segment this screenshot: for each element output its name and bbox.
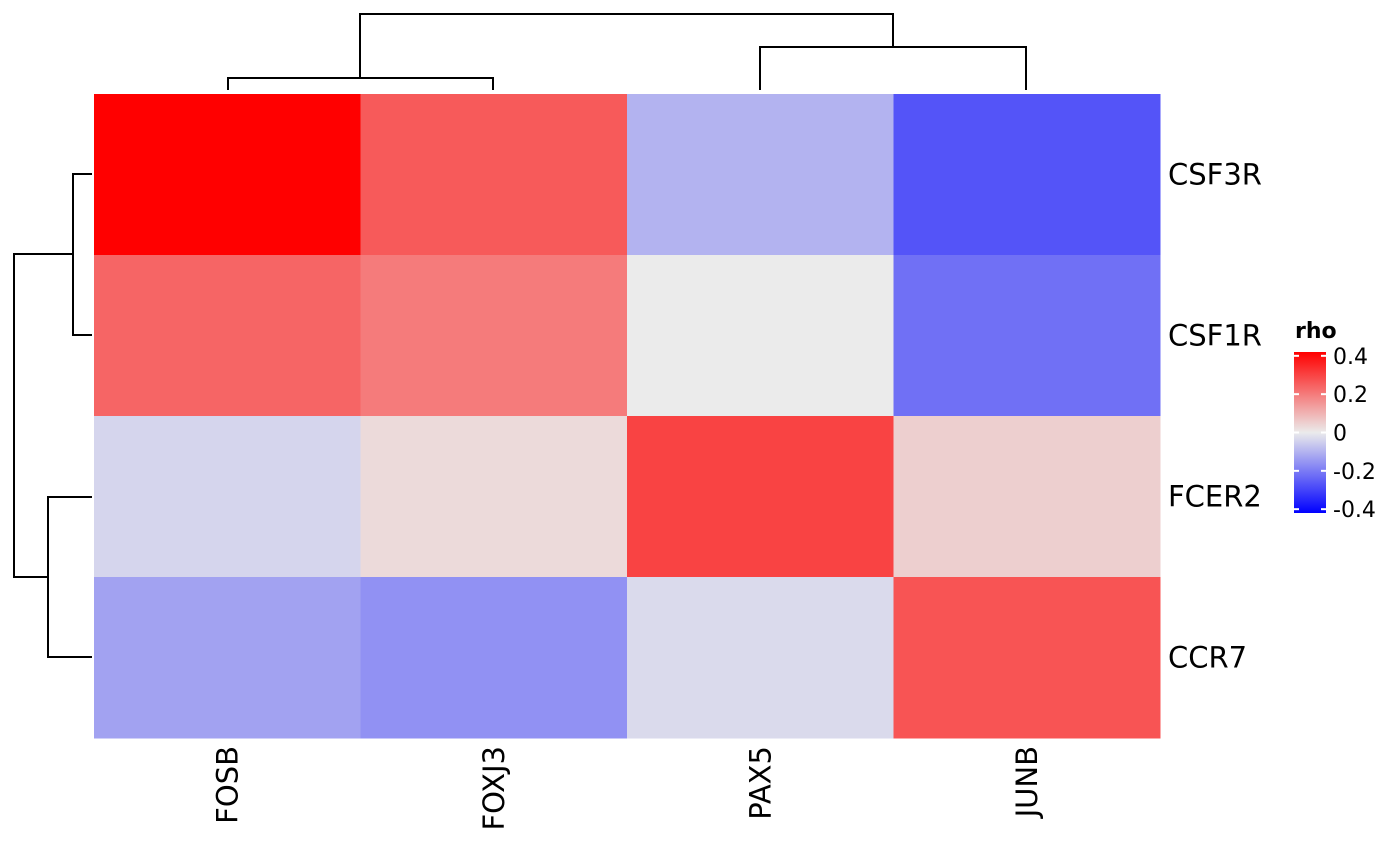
dendrogram-branch xyxy=(759,46,1027,90)
legend-tick-label: 0.2 xyxy=(1333,383,1368,408)
legend-title: rho xyxy=(1295,319,1337,344)
legend-color-bar xyxy=(1294,352,1326,513)
column-labels: FOSB FOXJ3 PAX5 JUNB xyxy=(210,746,1044,831)
dendrogram-branch xyxy=(47,496,92,658)
heatmap-cell xyxy=(94,416,361,578)
heatmap-cell xyxy=(893,577,1161,739)
heatmap-cell xyxy=(893,94,1161,256)
legend-tick-label: -0.2 xyxy=(1333,460,1376,485)
heatmap-cell xyxy=(893,255,1161,417)
dendrogram-branch xyxy=(227,77,494,90)
dendrogram-branch xyxy=(359,13,894,78)
heatmap-cell xyxy=(627,577,894,739)
heatmap-cell xyxy=(360,255,628,417)
heatmap-cell xyxy=(360,94,628,256)
dendrogram-branch xyxy=(13,253,73,578)
heatmap-cell xyxy=(94,255,361,417)
heatmap-cell xyxy=(627,94,894,256)
row-label: CSF3R xyxy=(1168,158,1262,192)
heatmap-cells xyxy=(94,94,1161,739)
column-label: FOSB xyxy=(210,746,244,824)
row-label: FCER2 xyxy=(1168,480,1262,514)
heatmap-cell xyxy=(94,577,361,739)
dendrogram-branch xyxy=(72,173,92,336)
heatmap-cell xyxy=(94,94,361,256)
legend-tick-label: 0 xyxy=(1333,422,1347,447)
heatmap-cell xyxy=(360,577,628,739)
color-legend: rho 0.4 0.2 0 -0.2 -0.4 xyxy=(1294,319,1376,523)
row-labels: CSF3R CSF1R FCER2 CCR7 xyxy=(1168,158,1262,675)
heatmap-cell xyxy=(627,416,894,578)
column-label: FOXJ3 xyxy=(477,746,511,831)
legend-tick-label: -0.4 xyxy=(1333,498,1376,523)
legend-tick-label: 0.4 xyxy=(1333,345,1368,370)
row-label: CSF1R xyxy=(1168,319,1262,353)
column-label: JUNB xyxy=(1010,746,1044,819)
column-label: PAX5 xyxy=(743,746,777,820)
row-label: CCR7 xyxy=(1168,641,1247,675)
heatmap-cell xyxy=(627,255,894,417)
heatmap-cell xyxy=(893,416,1161,578)
row-dendrogram xyxy=(13,173,92,658)
column-dendrogram xyxy=(227,13,1027,90)
heatmap-cell xyxy=(360,416,628,578)
legend-ticks: 0.4 0.2 0 -0.2 -0.4 xyxy=(1294,345,1376,523)
